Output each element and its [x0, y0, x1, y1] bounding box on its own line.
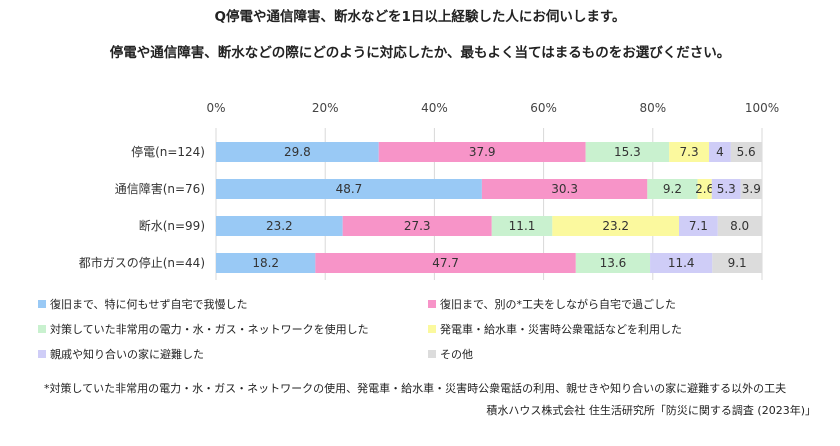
legend-label: その他	[440, 348, 473, 361]
legend-label: 発電車・給水車・災害時公衆電話などを利用した	[440, 323, 682, 336]
bar-segment	[481, 179, 648, 199]
legend-swatch	[38, 300, 46, 308]
data-label: 9.2	[663, 182, 682, 196]
bar-segment	[378, 142, 586, 162]
data-label: 15.3	[614, 145, 641, 159]
data-label: 5.3	[717, 182, 736, 196]
bar-segment	[730, 142, 762, 162]
bar-segment	[709, 142, 731, 162]
bar-segment	[315, 253, 576, 273]
bar-segment	[712, 253, 762, 273]
legend-label: 復旧まで、別の*工夫をしながら自宅で過ごした	[440, 298, 677, 311]
chart-title-line-2: 停電や通信障害、断水などの際にどのように対応したか、最もよく当てはまるものをお選…	[109, 45, 731, 61]
chart-title-line-1: Q停電や通信障害、断水などを1日以上経験した人にお伺いします。	[214, 9, 626, 25]
category-label: 停電(n=124)	[131, 144, 205, 159]
legend-label: 対策していた非常用の電力・水・ガス・ネットワークを使用した	[50, 323, 369, 336]
legend-item: 対策していた非常用の電力・水・ガス・ネットワークを使用した	[38, 321, 428, 337]
data-label: 18.2	[252, 256, 279, 270]
bar-segment	[679, 216, 718, 236]
data-label: 2.6	[695, 182, 714, 196]
bar-segment	[740, 179, 762, 199]
data-label: 7.3	[680, 145, 699, 159]
stacked-bar-chart: 0% 20% 40% 60% 80% 100% 停電(n=124) 通信障害(n=76) 断水(…	[79, 101, 779, 280]
legend-swatch	[38, 350, 46, 358]
legend-swatch	[428, 350, 436, 358]
x-tick-label: 0%	[206, 101, 225, 115]
bar-segment	[717, 216, 762, 236]
bar-segment	[216, 216, 343, 236]
x-tick-label: 80%	[639, 101, 666, 115]
x-tick-label: 40%	[421, 101, 448, 115]
bar-segment	[647, 179, 698, 199]
data-label: 47.7	[432, 256, 459, 270]
bar-segment	[575, 253, 651, 273]
data-label: 23.2	[602, 219, 629, 233]
category-label: 通信障害(n=76)	[115, 181, 205, 196]
legend-swatch	[38, 325, 46, 333]
x-tick-label: 20%	[312, 101, 339, 115]
data-label: 48.7	[336, 182, 363, 196]
legend-item: 復旧まで、特に何もせず自宅で我慢した	[38, 296, 428, 312]
bar-segment	[491, 216, 553, 236]
data-label: 23.2	[266, 219, 293, 233]
data-label: 4	[716, 145, 724, 159]
bar-segment	[669, 142, 710, 162]
legend-label: 親戚や知り合いの家に避難した	[50, 348, 204, 361]
category-label: 都市ガスの停止(n=44)	[79, 255, 205, 270]
legend-swatch	[428, 325, 436, 333]
bar-segment	[552, 216, 680, 236]
bar-segment	[650, 253, 713, 273]
bar-segment	[342, 216, 492, 236]
legend-label: 復旧まで、特に何もせず自宅で我慢した	[50, 298, 248, 311]
x-tick-label: 100%	[745, 101, 779, 115]
source-credit: 積水ハウス株式会社 住生活研究所「防災に関する調査 (2023年)」	[486, 404, 816, 417]
legend-item: 復旧まで、別の*工夫をしながら自宅で過ごした	[428, 296, 798, 312]
bar-segment	[216, 179, 482, 199]
legend-item: 発電車・給水車・災害時公衆電話などを利用した	[428, 321, 798, 337]
data-label: 37.9	[469, 145, 496, 159]
bar-segment	[585, 142, 670, 162]
data-label: 8.0	[730, 219, 749, 233]
legend-item: その他	[428, 346, 798, 362]
data-label: 9.1	[728, 256, 747, 270]
legend-swatch	[428, 300, 436, 308]
data-label: 27.3	[404, 219, 431, 233]
data-label: 13.6	[600, 256, 627, 270]
category-label: 断水(n=99)	[139, 218, 205, 233]
data-label: 29.8	[284, 145, 311, 159]
bar-segment	[216, 253, 316, 273]
footnote: *対策していた非常用の電力・水・ガス・ネットワークの使用、発電車・給水車・災害時…	[44, 382, 787, 395]
data-label: 5.6	[737, 145, 756, 159]
x-tick-label: 60%	[530, 101, 557, 115]
data-label: 11.4	[668, 256, 695, 270]
chart-legend: 復旧まで、特に何もせず自宅で我慢した 復旧まで、別の*工夫をしながら自宅で過ごした…	[38, 296, 798, 362]
data-label: 11.1	[509, 219, 536, 233]
bar-segment	[216, 142, 379, 162]
data-label: 7.1	[689, 219, 708, 233]
legend-item: 親戚や知り合いの家に避難した	[38, 346, 428, 362]
data-label: 3.9	[742, 182, 761, 196]
bar-segment	[711, 179, 741, 199]
bar-segment	[697, 179, 712, 199]
data-label: 30.3	[551, 182, 578, 196]
